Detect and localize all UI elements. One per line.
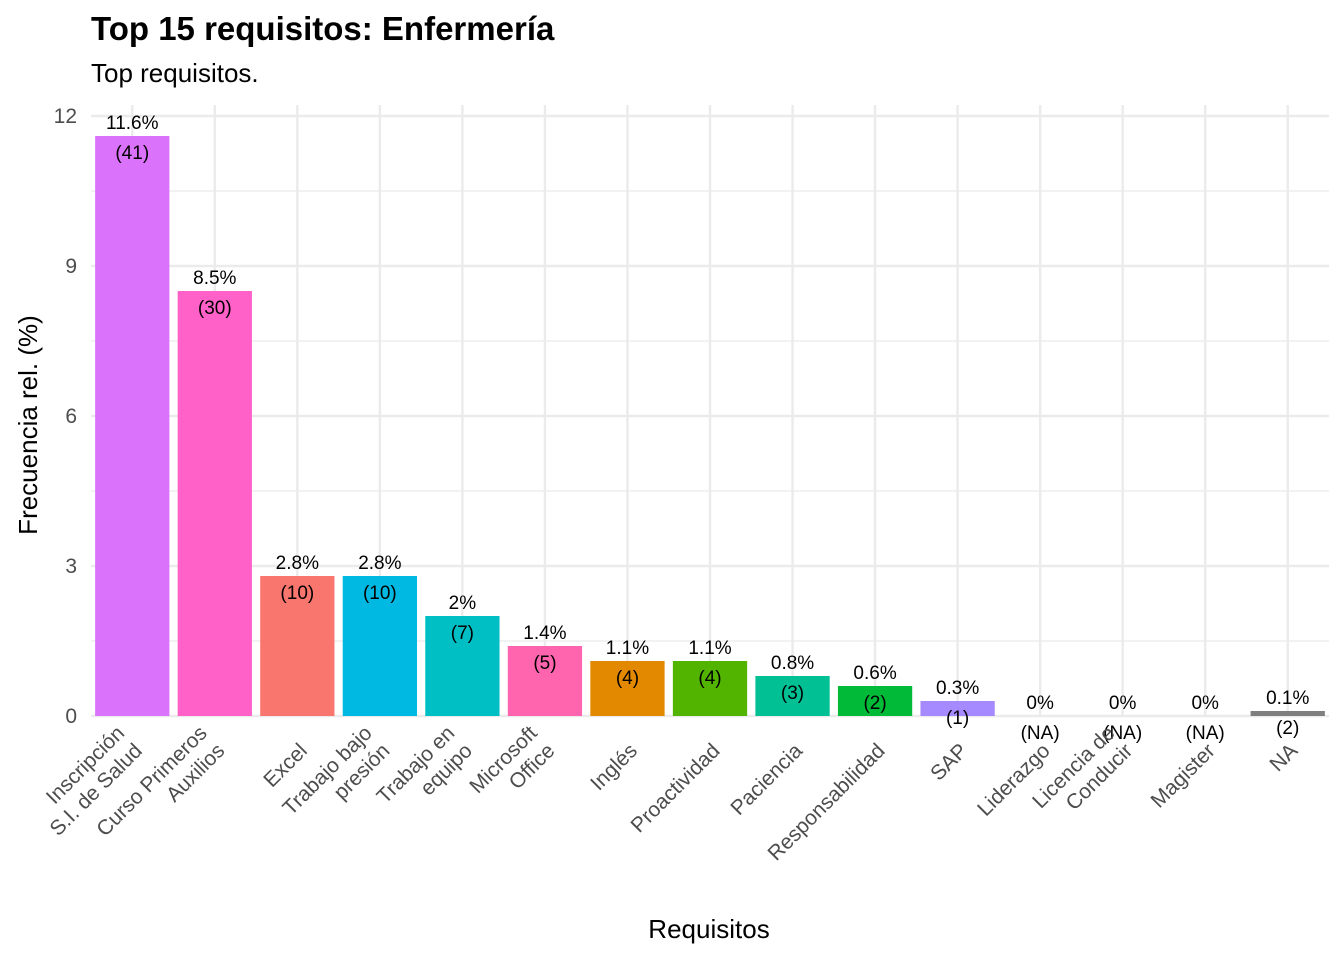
percent-label: 0% — [1026, 693, 1054, 714]
bar — [672, 661, 748, 716]
bars — [95, 136, 1325, 716]
count-label: (2) — [863, 693, 886, 714]
bar — [755, 676, 830, 716]
percent-label: 2% — [449, 593, 477, 614]
count-label: (NA) — [1186, 723, 1225, 744]
percent-label: 11.6% — [106, 113, 159, 134]
bar — [837, 686, 913, 716]
y-axis-title: Frecuencia rel. (%) — [13, 315, 43, 535]
percent-label: 0.3% — [936, 678, 979, 699]
y-tick-label: 6 — [65, 405, 77, 428]
y-axis-ticks: 0 3 6 9 12 — [54, 105, 77, 728]
x-tick-label: NA — [1265, 739, 1302, 776]
y-tick-label: 3 — [65, 555, 77, 578]
x-tick-label: Paciencia — [726, 739, 807, 820]
count-label: (NA) — [1103, 723, 1142, 744]
count-label: (4) — [698, 668, 721, 689]
percent-label: 8.5% — [193, 268, 236, 289]
x-tick-label: Magister — [1147, 739, 1220, 812]
count-label: (4) — [616, 668, 639, 689]
count-label: (1) — [946, 708, 969, 729]
x-tick-label: MicrosoftOffice — [465, 721, 559, 815]
x-tick-label: InscripciónS.I. de Salud — [28, 722, 147, 841]
bar — [177, 291, 252, 716]
chart-title: Top 15 requisitos: Enfermería — [91, 10, 555, 47]
x-tick-label-line: NA — [1265, 739, 1302, 776]
bar — [95, 136, 170, 716]
percent-label: 0.6% — [853, 663, 896, 684]
percent-label: 0.1% — [1266, 688, 1309, 709]
y-tick-label: 12 — [54, 105, 77, 128]
x-tick-label-line: SAP — [926, 739, 972, 785]
chart-subtitle: Top requisitos. — [91, 58, 259, 88]
percent-label: 0% — [1191, 693, 1219, 714]
bar — [425, 616, 500, 716]
x-tick-label: SAP — [926, 739, 972, 785]
percent-label: 1.4% — [523, 623, 566, 644]
percent-label: 1.1% — [688, 638, 731, 659]
bar — [342, 576, 418, 716]
data-labels: 11.6% (41) 8.5% (30) 2.8% (10) 2.8% (10) 2% (7) 1.… — [106, 113, 1309, 744]
percent-label: 0% — [1109, 693, 1137, 714]
x-tick-label-line: Magister — [1147, 739, 1220, 812]
x-tick-label-line: Paciencia — [726, 739, 807, 820]
count-label: (7) — [451, 623, 474, 644]
count-label: (10) — [280, 583, 314, 604]
x-tick-label: Trabajo enequipo — [373, 722, 477, 826]
count-label: (41) — [115, 143, 149, 164]
x-tick-label: Proactividad — [627, 739, 725, 837]
count-label: (2) — [1276, 718, 1299, 739]
y-tick-label: 0 — [65, 705, 77, 728]
bar — [590, 661, 665, 716]
count-label: (30) — [198, 298, 232, 319]
x-tick-label-line: Inglés — [586, 739, 642, 795]
x-tick-label-line: Proactividad — [627, 739, 725, 837]
percent-label: 2.8% — [358, 553, 401, 574]
count-label: (3) — [781, 683, 804, 704]
percent-label: 1.1% — [606, 638, 649, 659]
percent-label: 0.8% — [771, 653, 814, 674]
x-axis-title: Requisitos — [648, 914, 769, 944]
percent-label: 2.8% — [276, 553, 319, 574]
count-label: (NA) — [1021, 723, 1060, 744]
count-label: (5) — [533, 653, 556, 674]
bar — [1250, 711, 1325, 716]
count-label: (10) — [363, 583, 397, 604]
bar — [920, 701, 995, 716]
bar — [507, 646, 583, 716]
y-tick-label: 9 — [65, 255, 77, 278]
bar — [260, 576, 335, 716]
x-tick-label: Inglés — [586, 739, 642, 795]
x-tick-label: Trabajo bajopresión — [278, 722, 394, 838]
